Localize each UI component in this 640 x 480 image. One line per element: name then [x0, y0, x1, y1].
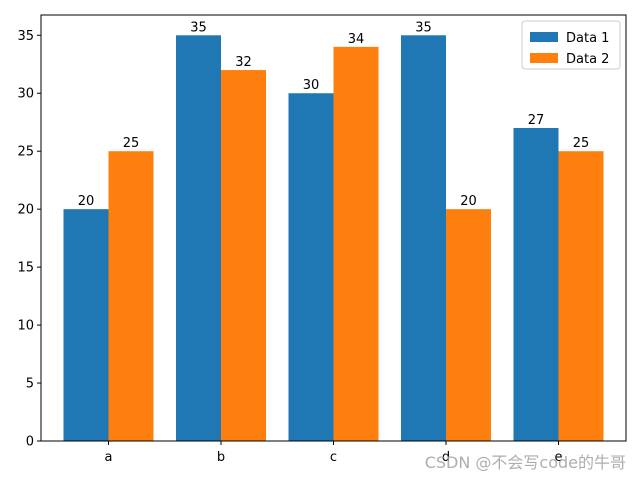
bar-2-c [333, 46, 379, 441]
bar-value-label: 32 [235, 55, 252, 70]
bar-value-label: 20 [78, 194, 95, 209]
bar-2-b [221, 70, 266, 442]
bar-value-label: 25 [123, 136, 140, 151]
bar-2-e [558, 151, 604, 441]
bar-2-d [446, 209, 491, 441]
watermark-text: CSDN @不会写code的牛哥 [424, 453, 626, 472]
bar-2-a [108, 151, 154, 441]
y-tick-label: 20 [17, 203, 34, 218]
bar-labels-layer: 20 35 30 35 27 25 32 34 20 25 [78, 20, 590, 209]
legend-swatch [530, 53, 558, 63]
legend-entry-label: Data 2 [566, 52, 609, 67]
bar-value-label: 20 [460, 194, 477, 209]
x-tick-label: e [555, 450, 563, 465]
x-tick-label: b [217, 450, 225, 465]
x-tick-label: a [105, 450, 113, 465]
y-tick-label: 15 [17, 261, 34, 276]
x-axis: a b c d e [105, 441, 563, 465]
y-tick-label: 0 [26, 435, 34, 450]
legend-swatch [530, 32, 558, 42]
y-tick-label: 5 [26, 377, 34, 392]
bar-1-b [176, 35, 221, 442]
y-tick-label: 30 [17, 87, 34, 102]
y-tick-label: 25 [17, 145, 34, 160]
bar-1-a [63, 209, 109, 441]
bars-layer [63, 35, 604, 442]
bar-value-label: 35 [190, 20, 207, 35]
legend-entry-label: Data 1 [566, 31, 609, 46]
y-tick-label: 35 [17, 29, 34, 44]
bar-value-label: 27 [528, 113, 545, 128]
x-tick-label: d [442, 450, 450, 465]
bar-1-e [513, 128, 559, 442]
bar-1-d [401, 35, 446, 442]
bar-value-label: 30 [303, 78, 320, 93]
bar-value-label: 25 [573, 136, 590, 151]
y-axis: 0 5 10 15 20 25 30 35 [17, 29, 41, 450]
legend: Data 1 Data 2 [521, 20, 621, 70]
bar-value-label: 35 [415, 20, 432, 35]
bar-1-c [288, 93, 334, 441]
y-tick-label: 10 [17, 319, 34, 334]
x-tick-label: c [330, 450, 337, 465]
bar-value-label: 34 [348, 32, 365, 47]
